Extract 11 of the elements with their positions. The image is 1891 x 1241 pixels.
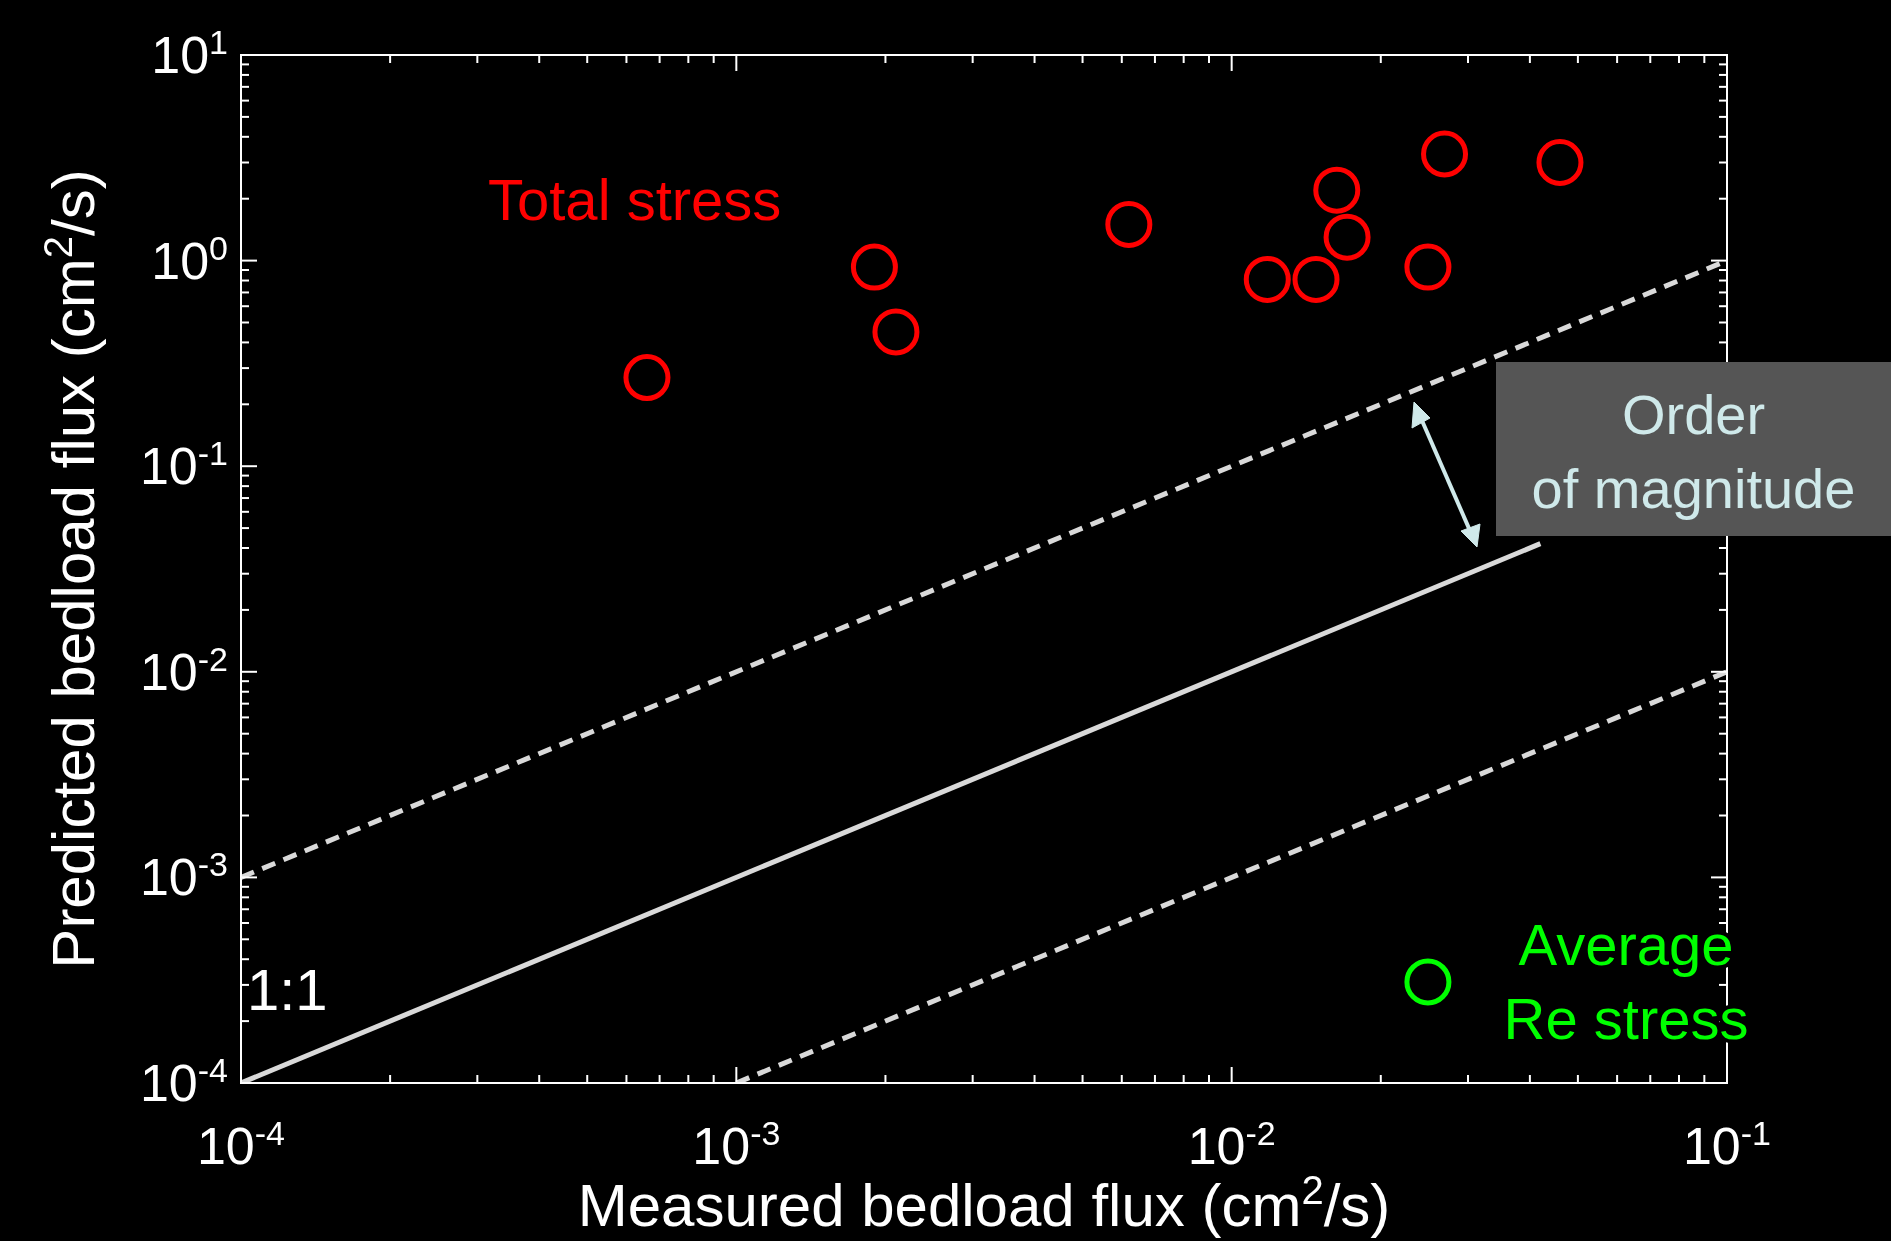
y-tick-label: 10$^{-3}$	[139, 845, 228, 907]
y-tick-label: 10$^{-4}$	[139, 1051, 228, 1112]
x-tick-label: 10$^{-4}$	[196, 1114, 286, 1175]
y-tick-label: 10$^{1}$	[151, 23, 228, 84]
series-label: Total stress	[488, 167, 782, 232]
y-tick-label: 10$^{0}$	[151, 228, 228, 290]
series-label: 1:1	[247, 957, 328, 1022]
annotation: Order of magnitude	[1531, 383, 1856, 520]
y-tick-label: 10$^{-2}$	[139, 639, 228, 701]
y-tick-label: 10$^{-1}$	[139, 434, 228, 496]
x-tick-label: 10$^{-1}$	[1682, 1114, 1772, 1175]
